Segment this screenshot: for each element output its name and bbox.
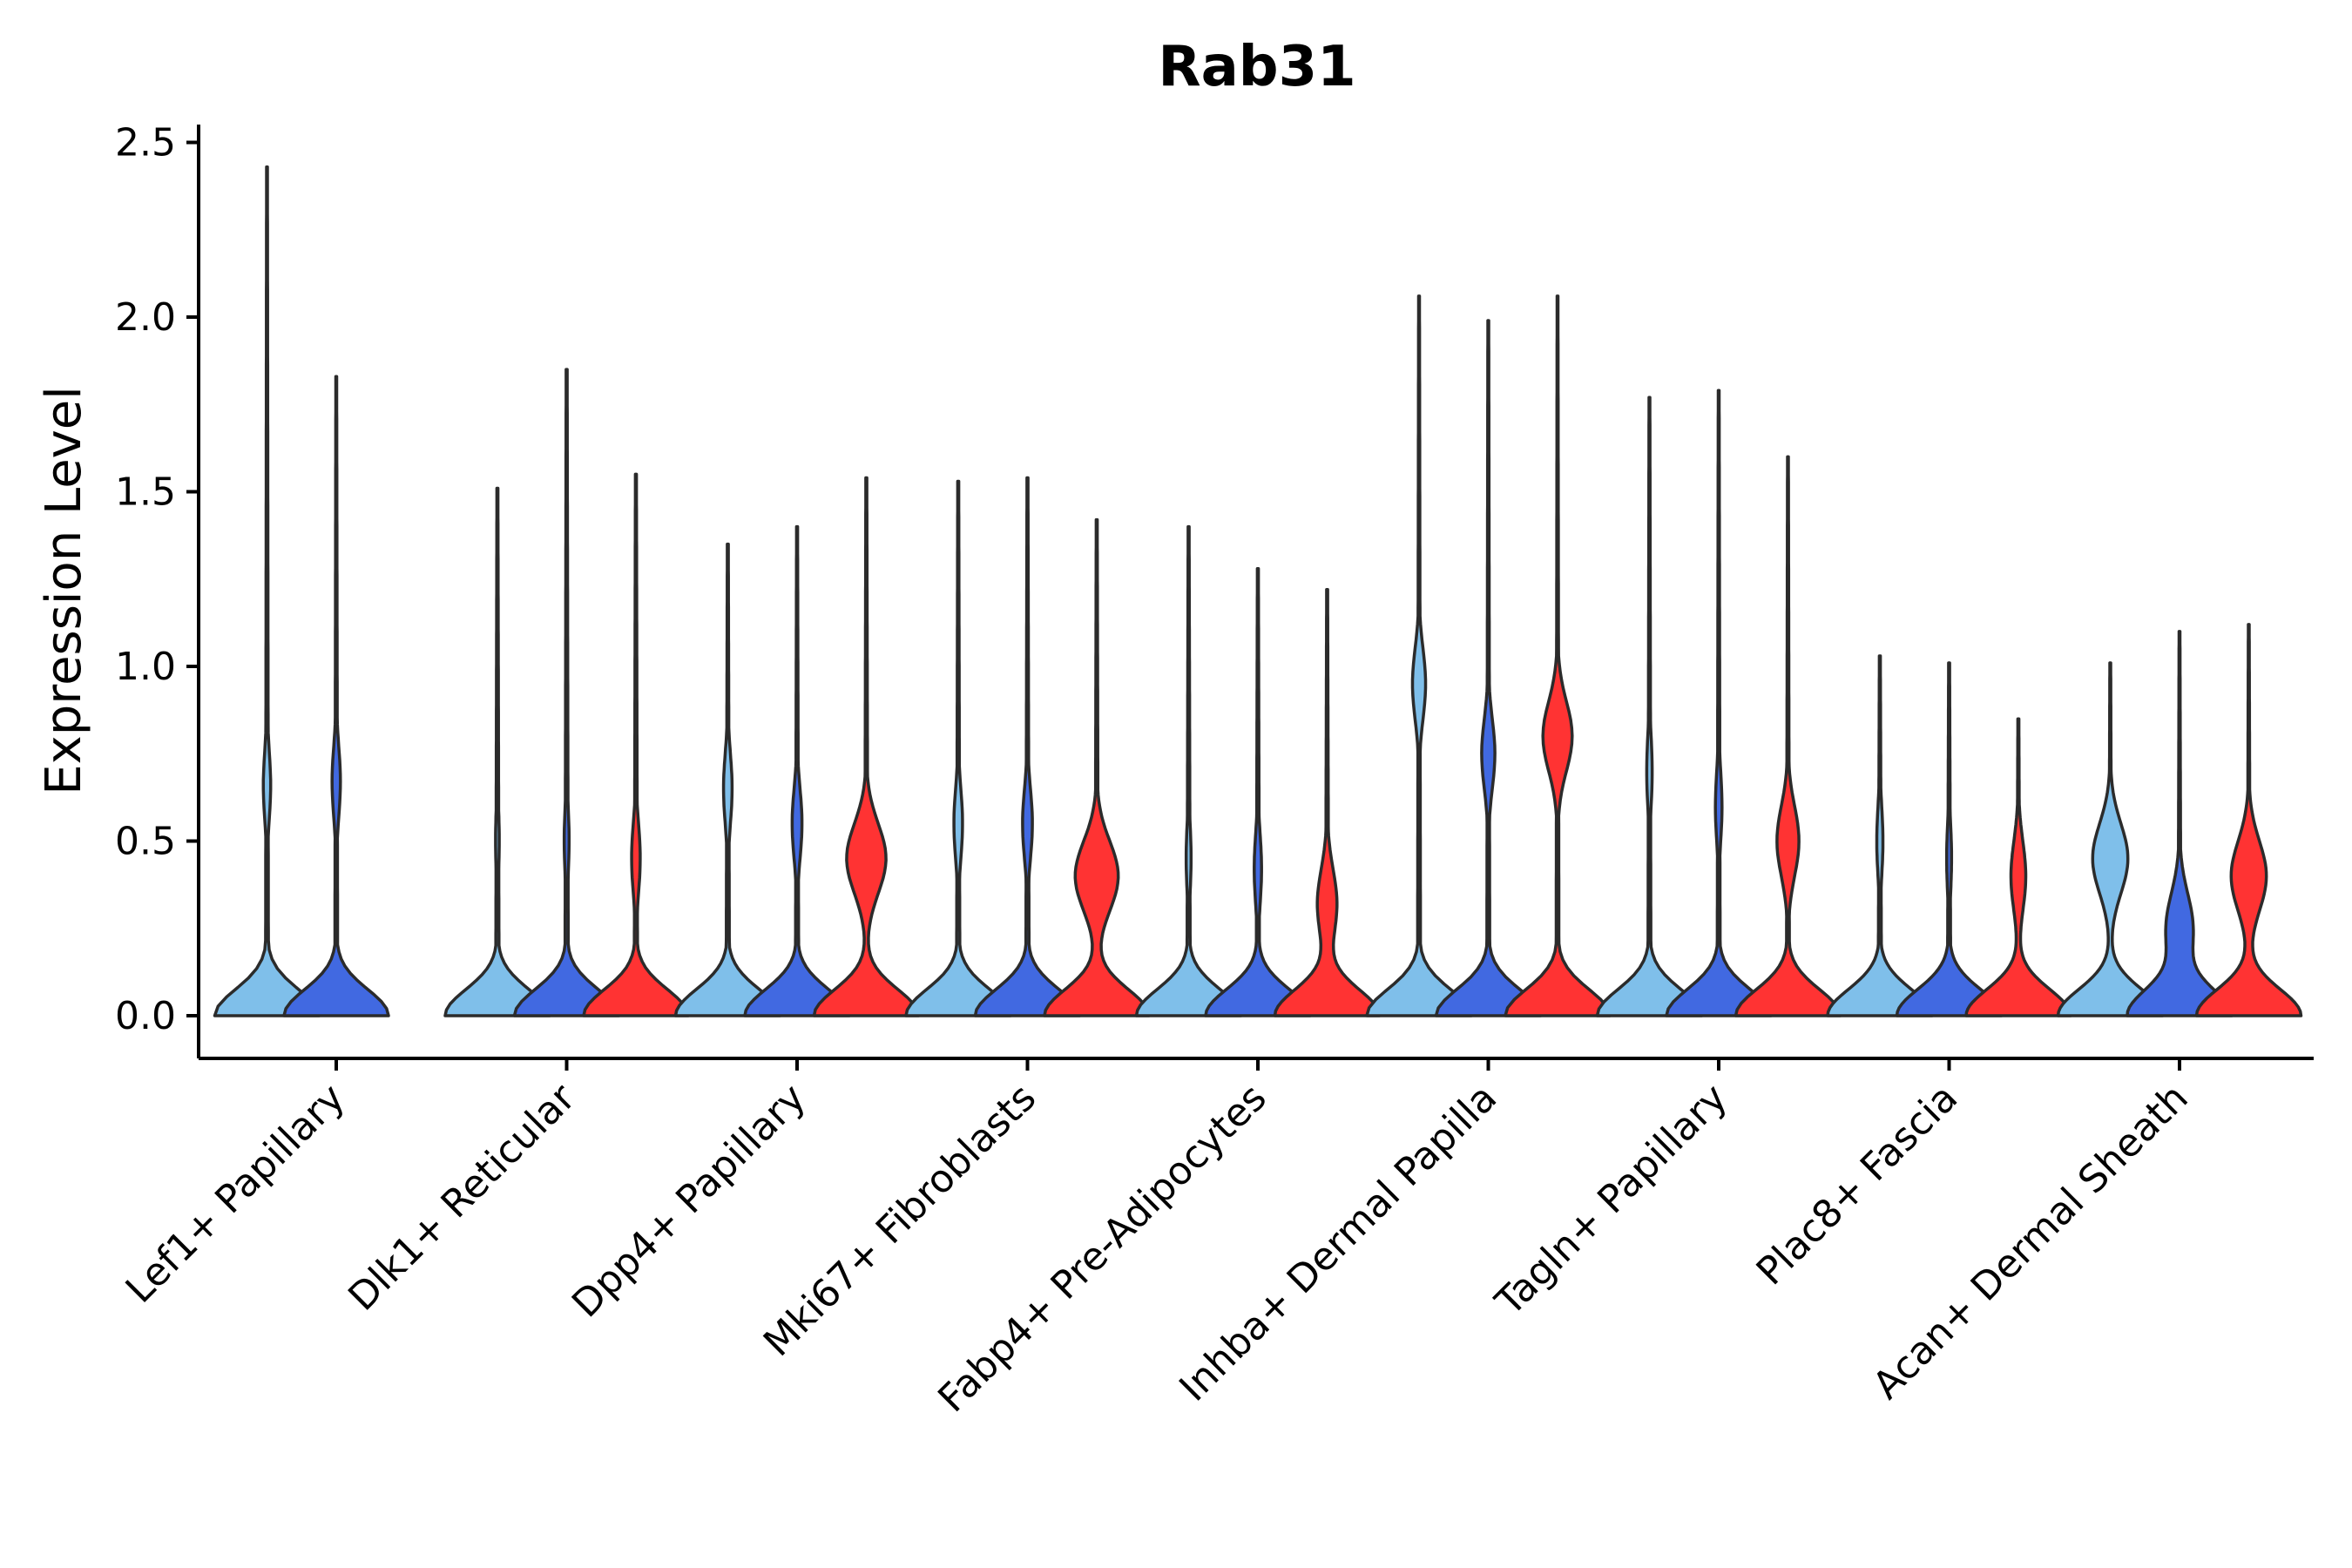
violin-red bbox=[582, 472, 690, 1017]
y-axis-label: Expression Level bbox=[36, 386, 92, 795]
x-tick-label: Dlk1+ Reticular bbox=[340, 1075, 585, 1320]
violin-red bbox=[1964, 717, 2072, 1017]
violin-light-blue bbox=[1134, 524, 1243, 1017]
violin-light-blue bbox=[443, 486, 551, 1017]
violin-light-blue bbox=[213, 165, 321, 1017]
violin-red bbox=[1043, 517, 1151, 1017]
chart-title: Rab31 bbox=[1158, 35, 1355, 99]
y-tick-label: 1.0 bbox=[115, 645, 176, 689]
x-tick-label: Dpp4+ Papillary bbox=[564, 1076, 814, 1327]
violin-light-blue bbox=[1365, 294, 1473, 1017]
violin-blue bbox=[1665, 389, 1773, 1017]
violins-layer bbox=[213, 165, 2303, 1017]
violin-red bbox=[812, 476, 921, 1017]
violin-blue bbox=[743, 524, 851, 1017]
violin-light-blue bbox=[1595, 395, 1704, 1017]
y-tick-label: 0.5 bbox=[115, 820, 176, 864]
y-tick-label: 2.0 bbox=[115, 295, 176, 340]
violin-red bbox=[2194, 623, 2303, 1017]
y-tick-label: 0.0 bbox=[115, 994, 176, 1038]
violin-light-blue bbox=[1826, 654, 1934, 1017]
violin-blue bbox=[512, 368, 621, 1017]
violin-light-blue bbox=[2056, 661, 2165, 1017]
violin-blue bbox=[2126, 630, 2234, 1017]
violin-red bbox=[1734, 455, 1842, 1017]
violin-blue bbox=[1895, 661, 2004, 1017]
y-tick-label: 1.5 bbox=[115, 470, 176, 515]
x-tick-label: Lef1+ Papillary bbox=[118, 1076, 354, 1312]
y-ticks: 0.0 0.5 1.0 1.5 2.0 2.5 bbox=[115, 121, 199, 1038]
violin-light-blue bbox=[904, 479, 1012, 1017]
violin-red bbox=[1504, 294, 1612, 1017]
x-tick-label: Plac8+ Fascia bbox=[1748, 1076, 1967, 1294]
y-tick-label: 2.5 bbox=[115, 121, 176, 166]
violin-blue bbox=[282, 375, 390, 1017]
violin-blue bbox=[1434, 319, 1543, 1017]
violin-blue bbox=[1204, 566, 1312, 1017]
x-tick-label: Tagln+ Papillary bbox=[1487, 1076, 1736, 1325]
violin-red bbox=[1273, 588, 1382, 1017]
violin-blue bbox=[973, 476, 1082, 1017]
violin-light-blue bbox=[673, 542, 782, 1017]
